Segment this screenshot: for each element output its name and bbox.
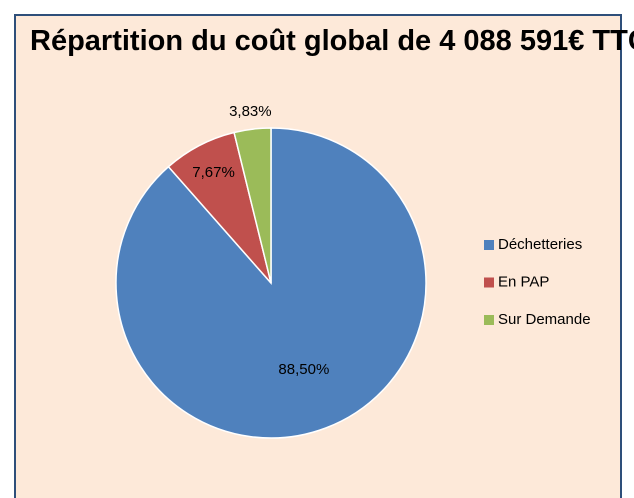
legend-swatch xyxy=(484,315,494,325)
chart-title: Répartition du coût global de 4 088 591€… xyxy=(30,25,634,57)
data-label: 3,83% xyxy=(229,103,272,120)
legend-label: Sur Demande xyxy=(498,311,591,328)
legend-swatch xyxy=(484,240,494,250)
data-label: 88,50% xyxy=(278,361,329,378)
data-label: 7,67% xyxy=(192,164,235,181)
legend-label: En PAP xyxy=(498,273,549,290)
pie-slice xyxy=(233,127,272,284)
pie-slice xyxy=(115,127,427,439)
legend-label: Déchetteries xyxy=(498,236,582,253)
legend-swatch xyxy=(484,277,494,288)
